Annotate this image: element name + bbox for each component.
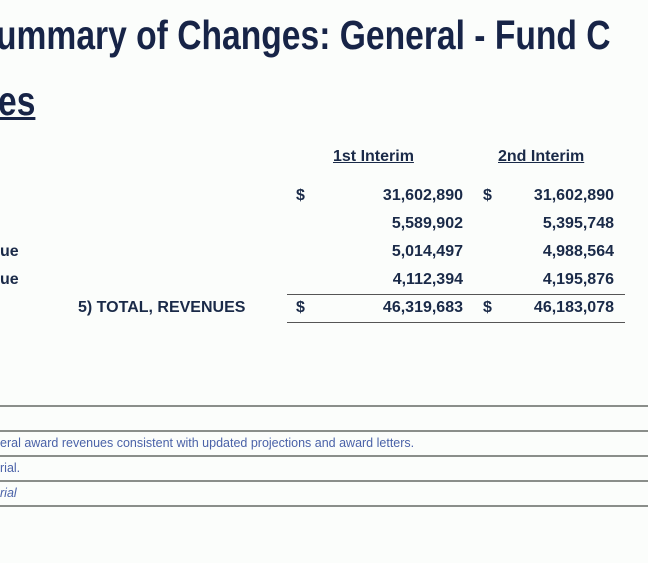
value-1st-interim: 31,602,890 [382,187,463,204]
dollar-sign: $ [483,187,492,204]
value-2nd-interim: 4,988,564 [542,243,614,260]
value-2nd-interim: 46,183,078 [533,299,614,316]
divider [0,430,648,432]
row-label: ue [0,271,19,288]
divider [0,505,648,507]
value-1st-interim: 5,589,902 [391,215,463,232]
value-2nd-interim: 4,195,876 [542,271,614,288]
note-immaterial-italic: rial [0,486,17,500]
divider [0,480,648,482]
column-header-1st-interim: 1st Interim [333,148,414,165]
value-1st-interim: 4,112,394 [392,271,463,288]
value-2nd-interim: 5,395,748 [542,215,614,232]
dollar-sign: $ [296,299,305,316]
section-heading: es [0,78,36,124]
value-2nd-interim: 31,602,890 [533,187,614,204]
divider [0,405,648,407]
column-header-2nd-interim: 2nd Interim [498,148,585,165]
row-label: 5) TOTAL, REVENUES [78,299,246,316]
slide-title: ummary of Changes: General - Fund C [0,12,611,58]
row-label: ue [0,243,19,260]
value-1st-interim: 5,014,497 [391,243,463,260]
note-federal-award: eral award revenues consistent with upda… [0,436,415,450]
value-1st-interim: 46,319,683 [382,299,463,316]
dollar-sign: $ [296,187,305,204]
divider [0,455,648,457]
dollar-sign: $ [483,299,492,316]
note-immaterial: rial. [0,461,21,475]
